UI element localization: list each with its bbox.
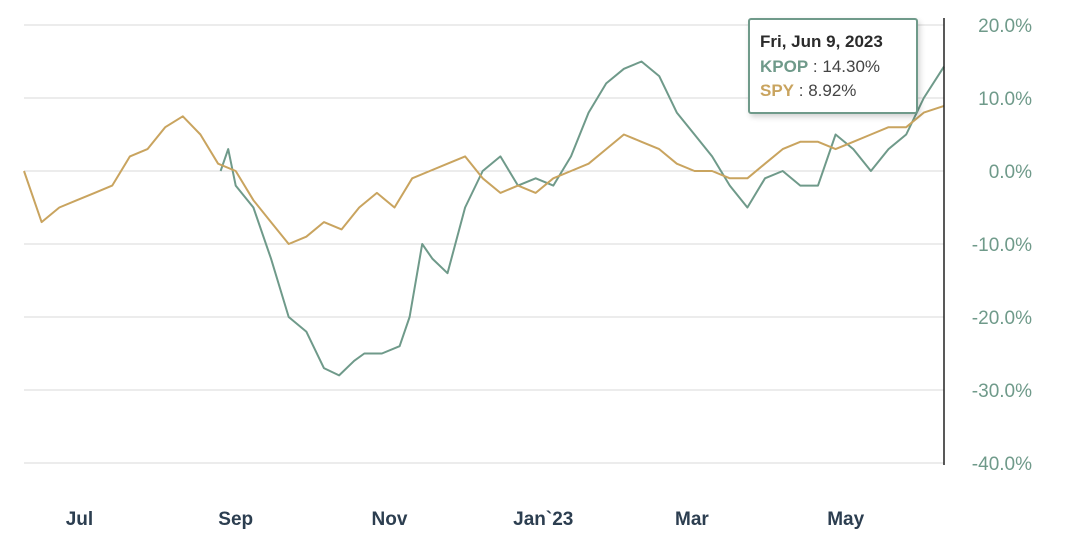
series-lines — [23, 60, 945, 377]
x-tick-label: May — [827, 509, 864, 530]
x-axis-ticks: Jul Sep Nov Jan`23 Mar May — [66, 509, 865, 530]
y-tick-label: 10.0% — [978, 89, 1032, 110]
x-tick-label: Jan`23 — [513, 509, 573, 530]
y-tick-label: -10.0% — [972, 235, 1032, 256]
y-tick-label: 0.0% — [989, 162, 1032, 183]
x-tick-label: Nov — [372, 509, 408, 530]
y-tick-label: -40.0% — [972, 454, 1032, 475]
tooltip-kpop-name: KPOP — [760, 57, 809, 76]
y-tick-label: -30.0% — [972, 381, 1032, 402]
y-tick-label: 20.0% — [978, 16, 1032, 37]
tooltip-spy-value: 8.92% — [808, 81, 857, 100]
series-line-kpop — [219, 60, 945, 377]
tooltip-row-kpop: KPOP : 14.30% — [760, 57, 916, 77]
tooltip-date: Fri, Jun 9, 2023 — [760, 32, 883, 51]
y-tick-label: -20.0% — [972, 308, 1032, 329]
tooltip-kpop-sep: : — [808, 57, 823, 76]
tooltip-kpop-value: 14.30% — [822, 57, 881, 76]
x-tick-label: Jul — [66, 509, 93, 530]
hover-tooltip: Fri, Jun 9, 2023 KPOP : 14.30% SPY : 8.9… — [748, 18, 918, 114]
y-axis-ticks: 20.0% 10.0% 0.0% -10.0% -20.0% -30.0% -40.0% — [972, 16, 1032, 475]
x-tick-label: Sep — [218, 509, 253, 530]
tooltip-row-spy: SPY : 8.92% — [760, 81, 916, 101]
series-line-spy — [23, 104, 945, 245]
tooltip-spy-name: SPY — [760, 81, 795, 100]
x-tick-label: Mar — [675, 509, 709, 530]
tooltip-spy-sep: : — [794, 81, 809, 100]
